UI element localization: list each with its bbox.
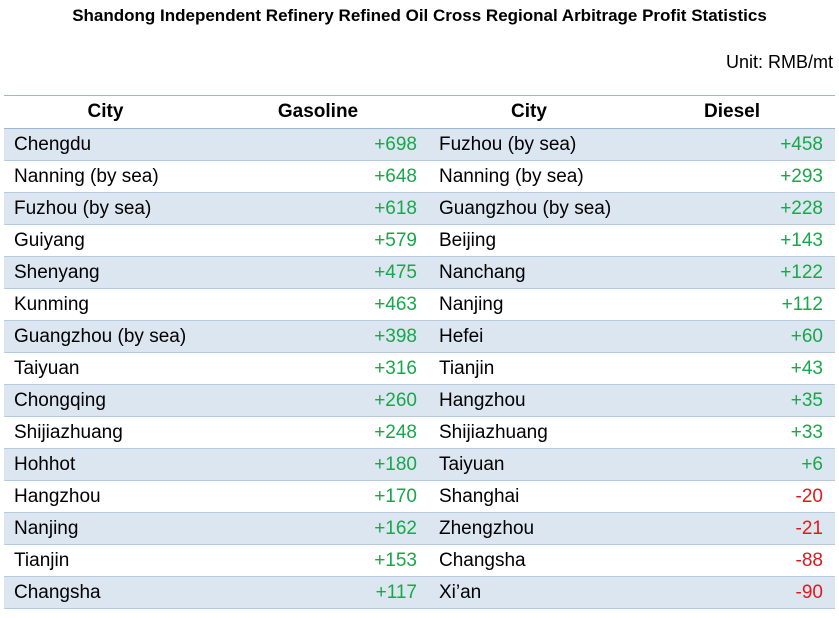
- gasoline-city-cell: Tianjin: [4, 544, 207, 577]
- gasoline-city-cell: Chengdu: [4, 128, 207, 161]
- table-row: Nanjing +162 Zhengzhou -21: [4, 512, 835, 545]
- diesel-value-cell: +33: [629, 416, 835, 449]
- diesel-city-cell: Nanchang: [429, 256, 629, 289]
- gasoline-value-cell: +180: [207, 448, 429, 481]
- table-row: Guiyang +579 Beijing +143: [4, 224, 835, 257]
- gasoline-city-cell: Guiyang: [4, 224, 207, 257]
- table-row: Chengdu +698 Fuzhou (by sea) +458: [4, 128, 835, 161]
- gasoline-value-cell: +153: [207, 544, 429, 577]
- gasoline-city-cell: Shijiazhuang: [4, 416, 207, 449]
- header-diesel: Diesel: [629, 95, 835, 129]
- diesel-value-cell: +43: [629, 352, 835, 385]
- table-row: Kunming +463 Nanjing +112: [4, 288, 835, 321]
- diesel-value-cell: -90: [629, 576, 835, 609]
- table-title: Shandong Independent Refinery Refined Oi…: [72, 6, 767, 25]
- gasoline-city-cell: Taiyuan: [4, 352, 207, 385]
- diesel-city-cell: Tianjin: [429, 352, 629, 385]
- diesel-value-cell: +293: [629, 160, 835, 193]
- gasoline-value-cell: +463: [207, 288, 429, 321]
- diesel-city-cell: Shijiazhuang: [429, 416, 629, 449]
- gasoline-value-cell: +248: [207, 416, 429, 449]
- header-diesel-city: City: [429, 95, 629, 129]
- diesel-city-cell: Zhengzhou: [429, 512, 629, 545]
- table-row: Guangzhou (by sea) +398 Hefei +60: [4, 320, 835, 353]
- gasoline-city-cell: Shenyang: [4, 256, 207, 289]
- table-row: Shijiazhuang +248 Shijiazhuang +33: [4, 416, 835, 449]
- diesel-value-cell: +143: [629, 224, 835, 257]
- diesel-value-cell: -20: [629, 480, 835, 513]
- gasoline-city-cell: Chongqing: [4, 384, 207, 417]
- table-row: Changsha +117 Xi’an -90: [4, 576, 835, 609]
- gasoline-city-cell: Nanning (by sea): [4, 160, 207, 193]
- gasoline-value-cell: +579: [207, 224, 429, 257]
- table-row: Nanning (by sea) +648 Nanning (by sea) +293: [4, 160, 835, 193]
- diesel-value-cell: +35: [629, 384, 835, 417]
- diesel-value-cell: +228: [629, 192, 835, 225]
- diesel-value-cell: -21: [629, 512, 835, 545]
- table-row: Taiyuan +316 Tianjin +43: [4, 352, 835, 385]
- diesel-city-cell: Guangzhou (by sea): [429, 192, 629, 225]
- diesel-city-cell: Hangzhou: [429, 384, 629, 417]
- gasoline-city-cell: Hangzhou: [4, 480, 207, 513]
- diesel-city-cell: Hefei: [429, 320, 629, 353]
- diesel-city-cell: Changsha: [429, 544, 629, 577]
- diesel-value-cell: +6: [629, 448, 835, 481]
- gasoline-city-cell: Changsha: [4, 576, 207, 609]
- diesel-city-cell: Xi’an: [429, 576, 629, 609]
- gasoline-city-cell: Nanjing: [4, 512, 207, 545]
- header-gasoline-city: City: [4, 95, 207, 129]
- arbitrage-table: City Gasoline City Diesel Chengdu +698 Fuz…: [4, 95, 835, 609]
- diesel-city-cell: Beijing: [429, 224, 629, 257]
- gasoline-value-cell: +398: [207, 320, 429, 353]
- gasoline-city-cell: Hohhot: [4, 448, 207, 481]
- gasoline-city-cell: Fuzhou (by sea): [4, 192, 207, 225]
- diesel-value-cell: +112: [629, 288, 835, 321]
- diesel-value-cell: +122: [629, 256, 835, 289]
- diesel-city-cell: Shanghai: [429, 480, 629, 513]
- table-row: Hohhot +180 Taiyuan +6: [4, 448, 835, 481]
- diesel-city-cell: Taiyuan: [429, 448, 629, 481]
- header-row: City Gasoline City Diesel: [4, 95, 835, 129]
- gasoline-value-cell: +648: [207, 160, 429, 193]
- unit-label: Unit: RMB/mt: [725, 52, 833, 72]
- table-row: Shenyang +475 Nanchang +122: [4, 256, 835, 289]
- header-gasoline: Gasoline: [207, 95, 429, 129]
- diesel-city-cell: Nanning (by sea): [429, 160, 629, 193]
- gasoline-value-cell: +618: [207, 192, 429, 225]
- table-row: Tianjin +153 Changsha -88: [4, 544, 835, 577]
- table-row: Chongqing +260 Hangzhou +35: [4, 384, 835, 417]
- gasoline-value-cell: +475: [207, 256, 429, 289]
- gasoline-city-cell: Kunming: [4, 288, 207, 321]
- table-row: Fuzhou (by sea) +618 Guangzhou (by sea) +22…: [4, 192, 835, 225]
- diesel-value-cell: -88: [629, 544, 835, 577]
- diesel-city-cell: Fuzhou (by sea): [429, 128, 629, 161]
- gasoline-city-cell: Guangzhou (by sea): [4, 320, 207, 353]
- table-row: Hangzhou +170 Shanghai -20: [4, 480, 835, 513]
- gasoline-value-cell: +698: [207, 128, 429, 161]
- diesel-value-cell: +458: [629, 128, 835, 161]
- diesel-value-cell: +60: [629, 320, 835, 353]
- gasoline-value-cell: +117: [207, 576, 429, 609]
- gasoline-value-cell: +170: [207, 480, 429, 513]
- gasoline-value-cell: +162: [207, 512, 429, 545]
- diesel-city-cell: Nanjing: [429, 288, 629, 321]
- gasoline-value-cell: +316: [207, 352, 429, 385]
- gasoline-value-cell: +260: [207, 384, 429, 417]
